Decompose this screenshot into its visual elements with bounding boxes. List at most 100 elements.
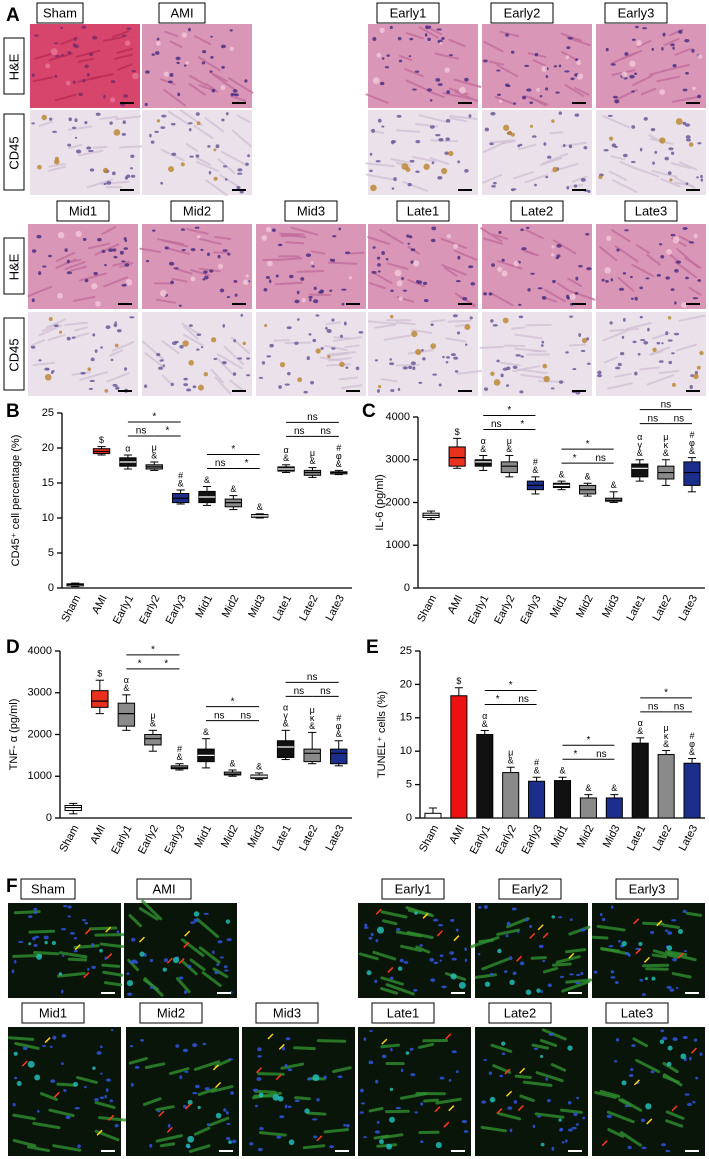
texture (448, 38, 466, 48)
nucleus (376, 1120, 380, 1124)
nucleus (686, 1102, 693, 1107)
arrow (568, 952, 575, 959)
texture (602, 115, 630, 129)
texture (117, 63, 133, 71)
texture (435, 1142, 442, 1149)
texture (551, 253, 555, 257)
nucleus (252, 1088, 259, 1092)
texture (607, 1128, 625, 1138)
nucleus (178, 976, 184, 980)
texture (669, 178, 673, 182)
nucleus (265, 275, 271, 280)
nucleus (236, 185, 241, 190)
image-label: Mid2 (183, 203, 211, 218)
nucleus (668, 147, 674, 151)
nucleus (410, 361, 416, 366)
box (683, 461, 701, 486)
nucleus (424, 33, 428, 37)
nucleus (183, 64, 187, 67)
significance-mark: & (637, 726, 643, 736)
texture (187, 1099, 193, 1105)
micrograph (30, 24, 140, 108)
significance-mark: γ (283, 711, 288, 721)
x-tick-label: AMI (88, 823, 108, 846)
nucleus (484, 127, 490, 132)
significance-mark: κ (664, 440, 669, 450)
texture (511, 326, 526, 330)
nucleus (519, 143, 523, 147)
texture (33, 950, 60, 956)
nucleus (296, 318, 300, 321)
micrograph-bg (30, 110, 140, 195)
nucleus (689, 384, 693, 389)
nucleus (72, 80, 76, 84)
nucleus (606, 1114, 612, 1119)
nucleus (294, 299, 300, 304)
x-tick-label: Early2 (136, 823, 161, 856)
nucleus (175, 56, 181, 61)
comparison-label: * (231, 444, 235, 455)
nucleus (179, 344, 184, 349)
label-box (604, 2, 668, 24)
arrow (506, 1090, 513, 1097)
nucleus (110, 358, 114, 362)
significance-mark: & (257, 502, 263, 512)
texture (209, 1116, 230, 1127)
nucleus (531, 135, 537, 138)
texture (560, 141, 588, 148)
nucleus (593, 970, 598, 974)
nucleus (207, 252, 210, 257)
y-tick-label: 25 (42, 407, 54, 419)
nucleus (408, 55, 412, 58)
nucleus (438, 383, 442, 387)
nucleus (53, 324, 59, 327)
nucleus (170, 382, 174, 387)
nucleus (627, 953, 631, 957)
nucleus (77, 1144, 81, 1149)
significance-mark: α (283, 445, 288, 455)
nucleus (217, 254, 221, 259)
texture (236, 114, 251, 123)
significance-mark: α (283, 703, 288, 713)
texture (435, 1097, 462, 1105)
texture (102, 35, 125, 42)
y-tick-label: 20 (42, 442, 54, 454)
texture (497, 948, 502, 954)
panel-label: E (366, 637, 379, 658)
texture (600, 947, 621, 953)
texture (91, 283, 98, 290)
texture (522, 1080, 553, 1087)
nucleus (700, 178, 704, 182)
nucleus (437, 83, 443, 86)
nucleus (409, 1047, 414, 1051)
nucleus (603, 149, 609, 152)
texture (542, 966, 559, 974)
significance-mark: & (256, 761, 262, 771)
texture (163, 71, 170, 77)
nucleus (402, 289, 408, 292)
texture (621, 941, 627, 947)
texture (141, 899, 163, 921)
label-box (381, 878, 445, 900)
texture (112, 260, 130, 267)
nucleus (331, 318, 335, 322)
bar (553, 780, 572, 819)
nucleus (258, 1147, 263, 1152)
nucleus (170, 280, 174, 285)
micrograph (256, 312, 366, 396)
comparison-label: * (664, 687, 668, 698)
texture (348, 276, 353, 280)
nucleus (310, 381, 315, 385)
texture (139, 247, 162, 253)
nucleus (551, 1146, 555, 1151)
image-label: Mid1 (39, 1005, 67, 1020)
texture (48, 162, 66, 168)
y-axis-label: TNF- α (pg/ml) (8, 699, 20, 771)
texture (110, 97, 116, 103)
texture (400, 944, 423, 953)
nucleus (110, 1029, 114, 1032)
nucleus (578, 332, 582, 337)
bar (502, 772, 520, 819)
nucleus (326, 329, 332, 334)
texture (185, 1143, 191, 1149)
